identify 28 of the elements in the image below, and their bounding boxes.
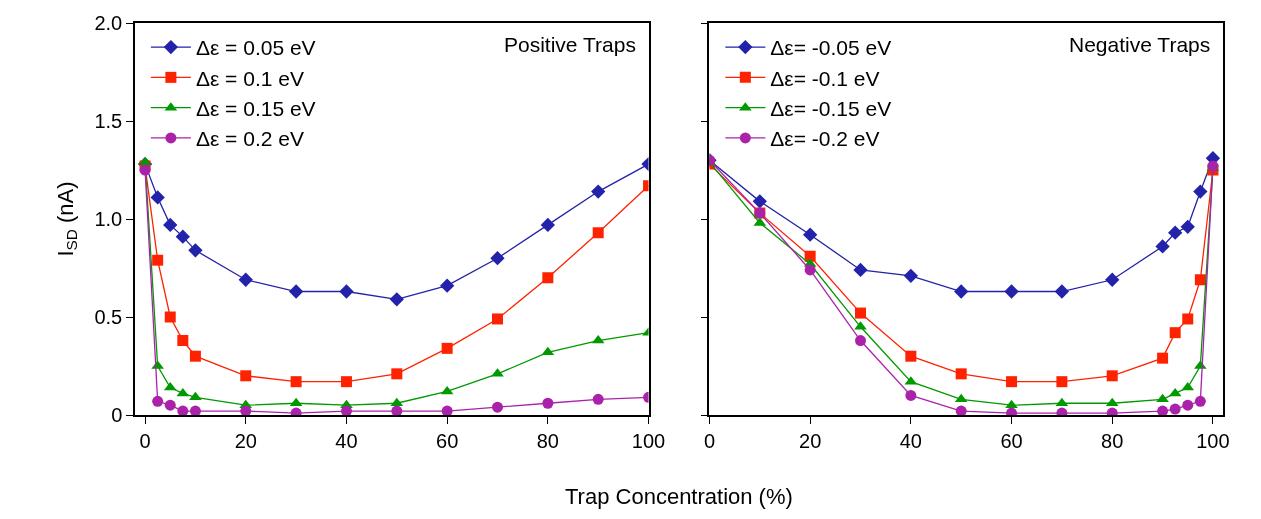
x-tick-label: 100 bbox=[1196, 429, 1230, 452]
annotation: Positive Traps bbox=[504, 33, 636, 56]
y-tick-label: 0.5 bbox=[94, 306, 123, 328]
legend-label: Δε = 0.05 eV bbox=[195, 36, 316, 60]
x-tick-label: 0 bbox=[139, 429, 151, 452]
x-tick-label: 80 bbox=[1101, 429, 1124, 452]
y-tick-label: 1.5 bbox=[94, 110, 123, 132]
legend-label: Δε = 0.1 eV bbox=[195, 66, 304, 90]
x-tick-label: 40 bbox=[899, 429, 922, 452]
x-tick-label: 40 bbox=[335, 429, 358, 452]
x-tick-label: 100 bbox=[631, 429, 666, 452]
x-tick-label: 80 bbox=[536, 429, 559, 452]
legend-label: Δε= -0.05 eV bbox=[770, 36, 892, 60]
legend-label: Δε= -0.2 eV bbox=[770, 127, 880, 151]
legend-label: Δε= -0.1 eV bbox=[770, 66, 880, 90]
legend-label: Δε = 0.2 eV bbox=[195, 127, 304, 151]
y-tick-label: 1.0 bbox=[94, 208, 123, 230]
legend-label: Δε= -0.15 eV bbox=[770, 96, 892, 120]
x-tick-label: 60 bbox=[436, 429, 459, 452]
annotation: Negative Traps bbox=[1069, 33, 1211, 56]
x-tick-label: 0 bbox=[703, 429, 716, 452]
y-tick-label: 2.0 bbox=[94, 12, 123, 34]
x-tick-label: 20 bbox=[799, 429, 822, 452]
x-axis-title: Trap Concentration (%) bbox=[565, 484, 793, 509]
x-tick-label: 20 bbox=[234, 429, 257, 452]
y-tick-label: 0 bbox=[111, 404, 123, 426]
x-tick-label: 60 bbox=[1000, 429, 1023, 452]
legend-label: Δε = 0.15 eV bbox=[195, 96, 316, 120]
